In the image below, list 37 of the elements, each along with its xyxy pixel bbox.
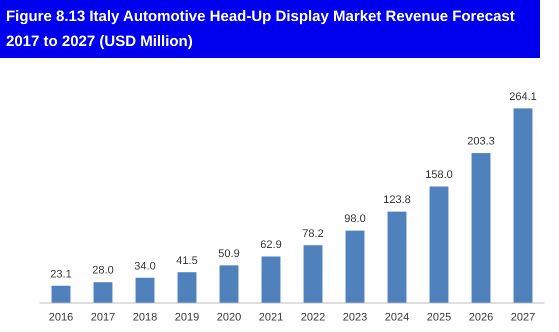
bar [94, 282, 112, 303]
data-label: 158.0 [425, 169, 453, 182]
x-tick-label: 2027 [510, 311, 536, 324]
x-tick-label: 2022 [300, 311, 326, 324]
data-label: 23.1 [50, 268, 72, 280]
bar [178, 272, 196, 303]
bar [388, 212, 406, 303]
x-tick-label: 2020 [216, 311, 242, 324]
bar [346, 230, 364, 303]
data-label: 123.8 [383, 194, 411, 206]
x-tick-label: 2024 [384, 311, 410, 324]
bar [472, 153, 490, 303]
x-tick-label: 2025 [426, 311, 452, 324]
bar [304, 245, 322, 303]
bar [430, 186, 448, 303]
data-label: 98.0 [344, 213, 366, 226]
x-tick-label: 2017 [90, 311, 116, 324]
chart-title: Figure 8.13 Italy Automotive Head-Up Display Market Revenue Forecast 2017 to 2027 (USD Million) [0, 0, 540, 58]
data-label: 62.9 [260, 239, 282, 252]
x-tick-label: 2019 [174, 311, 200, 324]
bar [52, 286, 70, 303]
bar [262, 256, 280, 303]
data-label: 50.9 [218, 248, 240, 260]
x-tick-label: 2018 [132, 311, 158, 324]
bar [514, 108, 532, 303]
x-tick-label: 2026 [468, 311, 494, 324]
data-label: 264.1 [509, 90, 537, 103]
data-label: 28.0 [92, 264, 114, 277]
data-label: 41.5 [176, 254, 198, 267]
x-tick-label: 2021 [258, 311, 284, 324]
bar [220, 265, 238, 303]
data-label: 203.3 [467, 136, 495, 148]
data-label: 78.2 [302, 228, 324, 240]
x-tick-label: 2016 [48, 311, 74, 324]
bar [136, 278, 154, 303]
x-tick-label: 2023 [342, 311, 368, 324]
data-label: 34.0 [134, 260, 156, 272]
